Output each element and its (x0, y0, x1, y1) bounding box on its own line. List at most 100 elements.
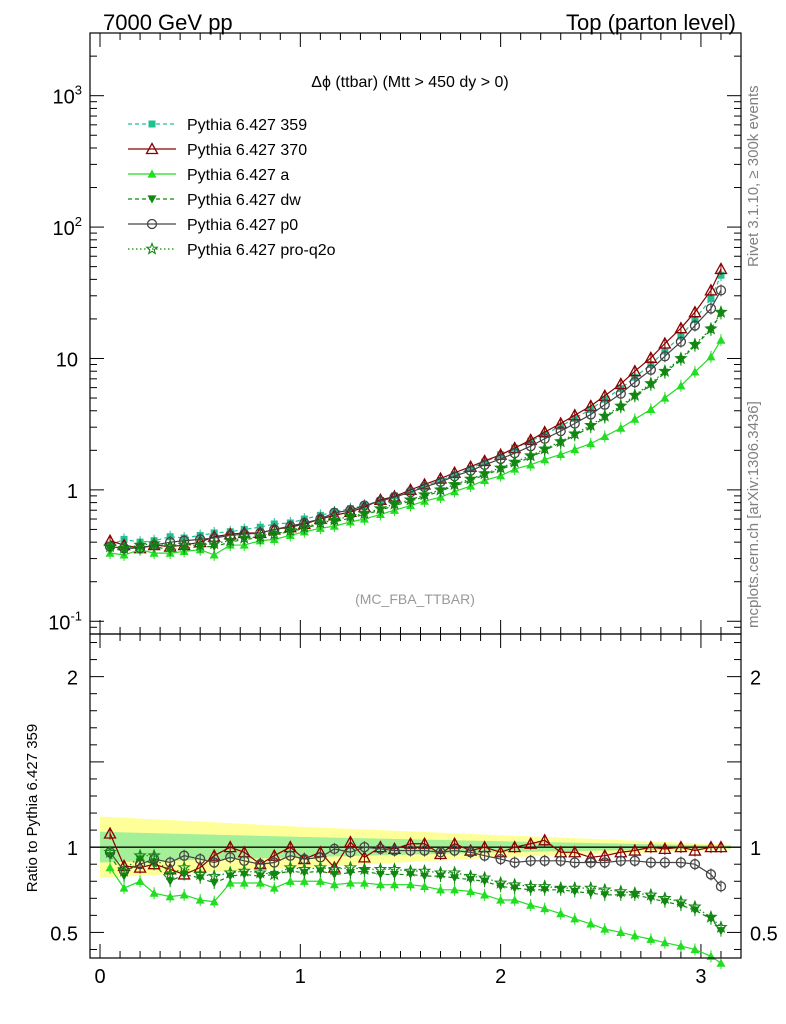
series-main-pythia-6-427-359 (106, 269, 725, 552)
data-point (688, 305, 702, 318)
data-point (165, 892, 175, 901)
data-point (706, 951, 716, 960)
data-point (629, 377, 640, 388)
data-point (555, 855, 566, 866)
ratio-y-axis-label: Ratio to Pythia 6.427 359 (24, 724, 41, 892)
data-point (327, 862, 342, 876)
data-point (133, 848, 147, 862)
data-point (690, 944, 700, 954)
data-point (704, 840, 718, 853)
data-point (163, 539, 177, 553)
data-point (568, 881, 582, 894)
data-point (149, 548, 159, 557)
data-point (526, 460, 536, 469)
data-point (526, 900, 536, 909)
x-tick-label: 0 (94, 966, 105, 988)
series-ratio-pythia-6-427-a (105, 861, 726, 970)
data-point (616, 927, 626, 937)
data-point (537, 879, 552, 893)
data-point (149, 888, 159, 897)
ratio-y-tick-label: 2 (67, 668, 78, 690)
legend-label: Pythia 6.427 pro-q2o (187, 242, 336, 259)
data-point (133, 860, 147, 873)
data-point (359, 878, 369, 887)
legend-marker (147, 169, 157, 178)
legend-marker (148, 120, 156, 128)
legend-label: Pythia 6.427 359 (187, 117, 307, 134)
series-main-pythia-6-427-pro-q2o (103, 305, 728, 555)
data-point (691, 315, 699, 323)
data-point (267, 867, 282, 881)
data-point (117, 863, 131, 877)
data-point (717, 271, 725, 279)
data-point (405, 880, 415, 889)
data-point (690, 367, 700, 376)
ratio-y-tick-label-right: 0.5 (750, 923, 778, 945)
series-line (109, 311, 722, 549)
data-point (177, 860, 191, 874)
x-tick-label: 3 (695, 966, 706, 988)
data-point (645, 364, 657, 375)
ratio-y-tick-label-right: 1 (750, 838, 761, 860)
data-point (329, 843, 340, 855)
data-point (646, 934, 656, 943)
legend-marker (145, 241, 159, 255)
data-point (207, 536, 221, 550)
ratio-y-tick-label-right: 2 (750, 668, 761, 690)
data-point (209, 897, 219, 906)
data-point (237, 863, 251, 877)
data-point (255, 878, 265, 887)
data-point (614, 398, 628, 412)
data-point (103, 826, 117, 839)
series-main-pythia-6-427-dw (105, 307, 726, 556)
data-point (714, 305, 728, 318)
data-point (178, 850, 190, 861)
data-point (674, 351, 688, 365)
data-point (283, 523, 298, 537)
data-point (105, 863, 115, 872)
data-point (165, 877, 175, 886)
data-point (177, 538, 191, 551)
data-point (644, 376, 658, 390)
data-point (689, 320, 701, 331)
data-point (540, 904, 550, 913)
data-point (179, 890, 189, 899)
data-point (716, 335, 726, 344)
data-point (706, 352, 716, 361)
data-point (343, 509, 358, 522)
series-main-pythia-6-427-370 (103, 262, 728, 555)
data-point (584, 881, 598, 894)
data-point (586, 919, 596, 928)
series-main-pythia-6-427-a (105, 334, 726, 561)
data-point (417, 863, 432, 877)
data-point (553, 434, 568, 448)
data-point (447, 477, 462, 491)
series-line (109, 867, 722, 964)
data-point (450, 885, 460, 894)
data-point (510, 895, 520, 904)
plot-title: Δϕ (ttbar) (Mtt > 450 dy > 0) (311, 74, 509, 91)
data-point (389, 845, 400, 856)
data-point (584, 418, 598, 432)
data-point (553, 881, 568, 894)
data-point (283, 860, 298, 874)
data-point (253, 865, 267, 879)
legend-marker (145, 142, 159, 155)
data-point (525, 855, 536, 866)
series-line (109, 268, 722, 549)
data-point (447, 865, 462, 879)
data-point (449, 845, 460, 856)
data-point (403, 492, 418, 506)
data-point (688, 337, 702, 351)
data-point (659, 857, 671, 868)
data-point (586, 439, 596, 448)
data-point (207, 869, 221, 882)
data-point (329, 880, 339, 889)
data-point (133, 538, 147, 551)
data-point (675, 857, 687, 868)
data-point (707, 295, 715, 303)
data-point (705, 869, 717, 880)
data-point (704, 321, 718, 335)
data-point (359, 842, 370, 853)
